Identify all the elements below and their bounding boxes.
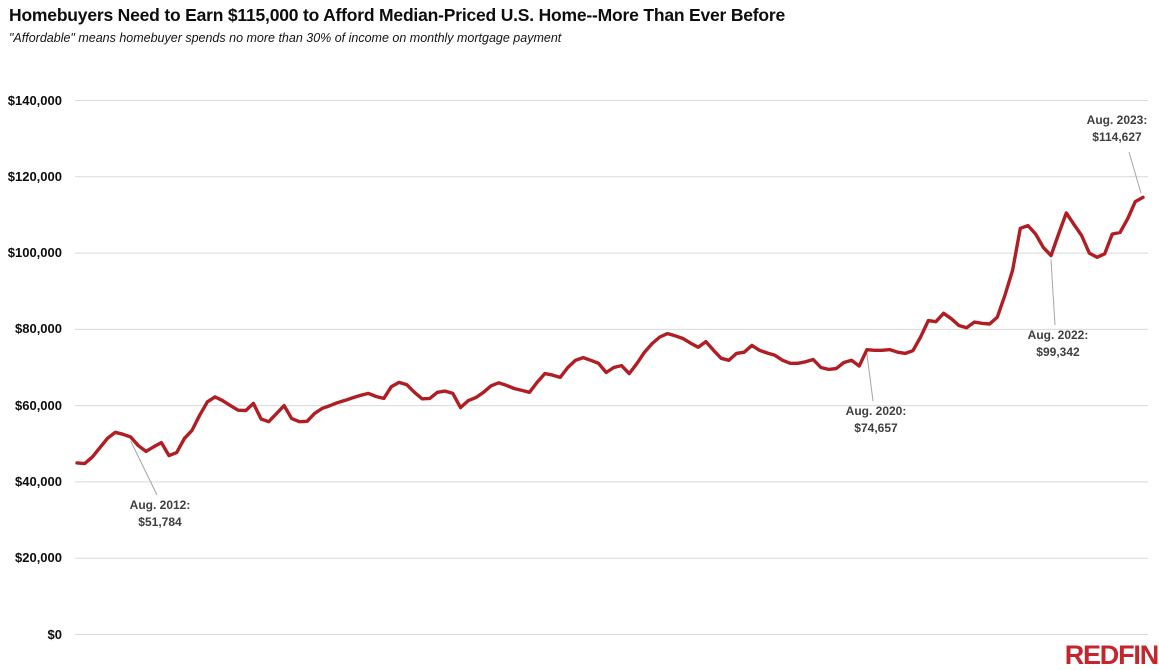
annotation-value: $99,342 xyxy=(1036,344,1080,359)
income-line-series xyxy=(75,195,1145,466)
annotation-leader-line xyxy=(1128,151,1142,194)
annotation-value: $74,657 xyxy=(854,420,898,435)
y-axis-tick-label: $20,000 xyxy=(15,550,62,566)
annotation-value: $114,627 xyxy=(1092,129,1142,144)
chart-subtitle: "Affordable" means homebuyer spends no m… xyxy=(9,31,562,45)
annotation-date: Aug. 2023: xyxy=(1086,113,1148,127)
y-axis-tick-label: $100,000 xyxy=(7,245,62,261)
annotation-date: Aug. 2020: xyxy=(845,404,907,418)
redfin-logo: REDFIN xyxy=(1064,640,1159,670)
y-axis-tick-label: $120,000 xyxy=(7,168,62,184)
annotation-leader-line xyxy=(1050,259,1056,326)
annotation-date: Aug. 2012: xyxy=(129,498,191,512)
data-point-annotation: Aug. 2020: $74,657 xyxy=(846,403,907,436)
data-point-annotation: Aug. 2012: $51,784 xyxy=(130,497,191,530)
y-axis-tick-label: $80,000 xyxy=(15,321,62,337)
annotation-leader-line xyxy=(130,440,158,496)
y-axis-tick-label: $0 xyxy=(47,626,62,642)
chart-title: Homebuyers Need to Earn $115,000 to Affo… xyxy=(9,5,786,25)
annotation-date: Aug. 2022: xyxy=(1027,328,1089,342)
y-axis-tick-label: $140,000 xyxy=(7,92,62,108)
data-point-annotation: Aug. 2023: $114,627 xyxy=(1087,112,1148,145)
data-point-annotation: Aug. 2022: $99,342 xyxy=(1028,327,1089,360)
annotation-value: $51,784 xyxy=(138,514,182,529)
annotation-leader-line xyxy=(866,353,874,402)
y-axis-tick-label: $40,000 xyxy=(15,473,62,489)
y-axis-tick-label: $60,000 xyxy=(15,397,62,413)
